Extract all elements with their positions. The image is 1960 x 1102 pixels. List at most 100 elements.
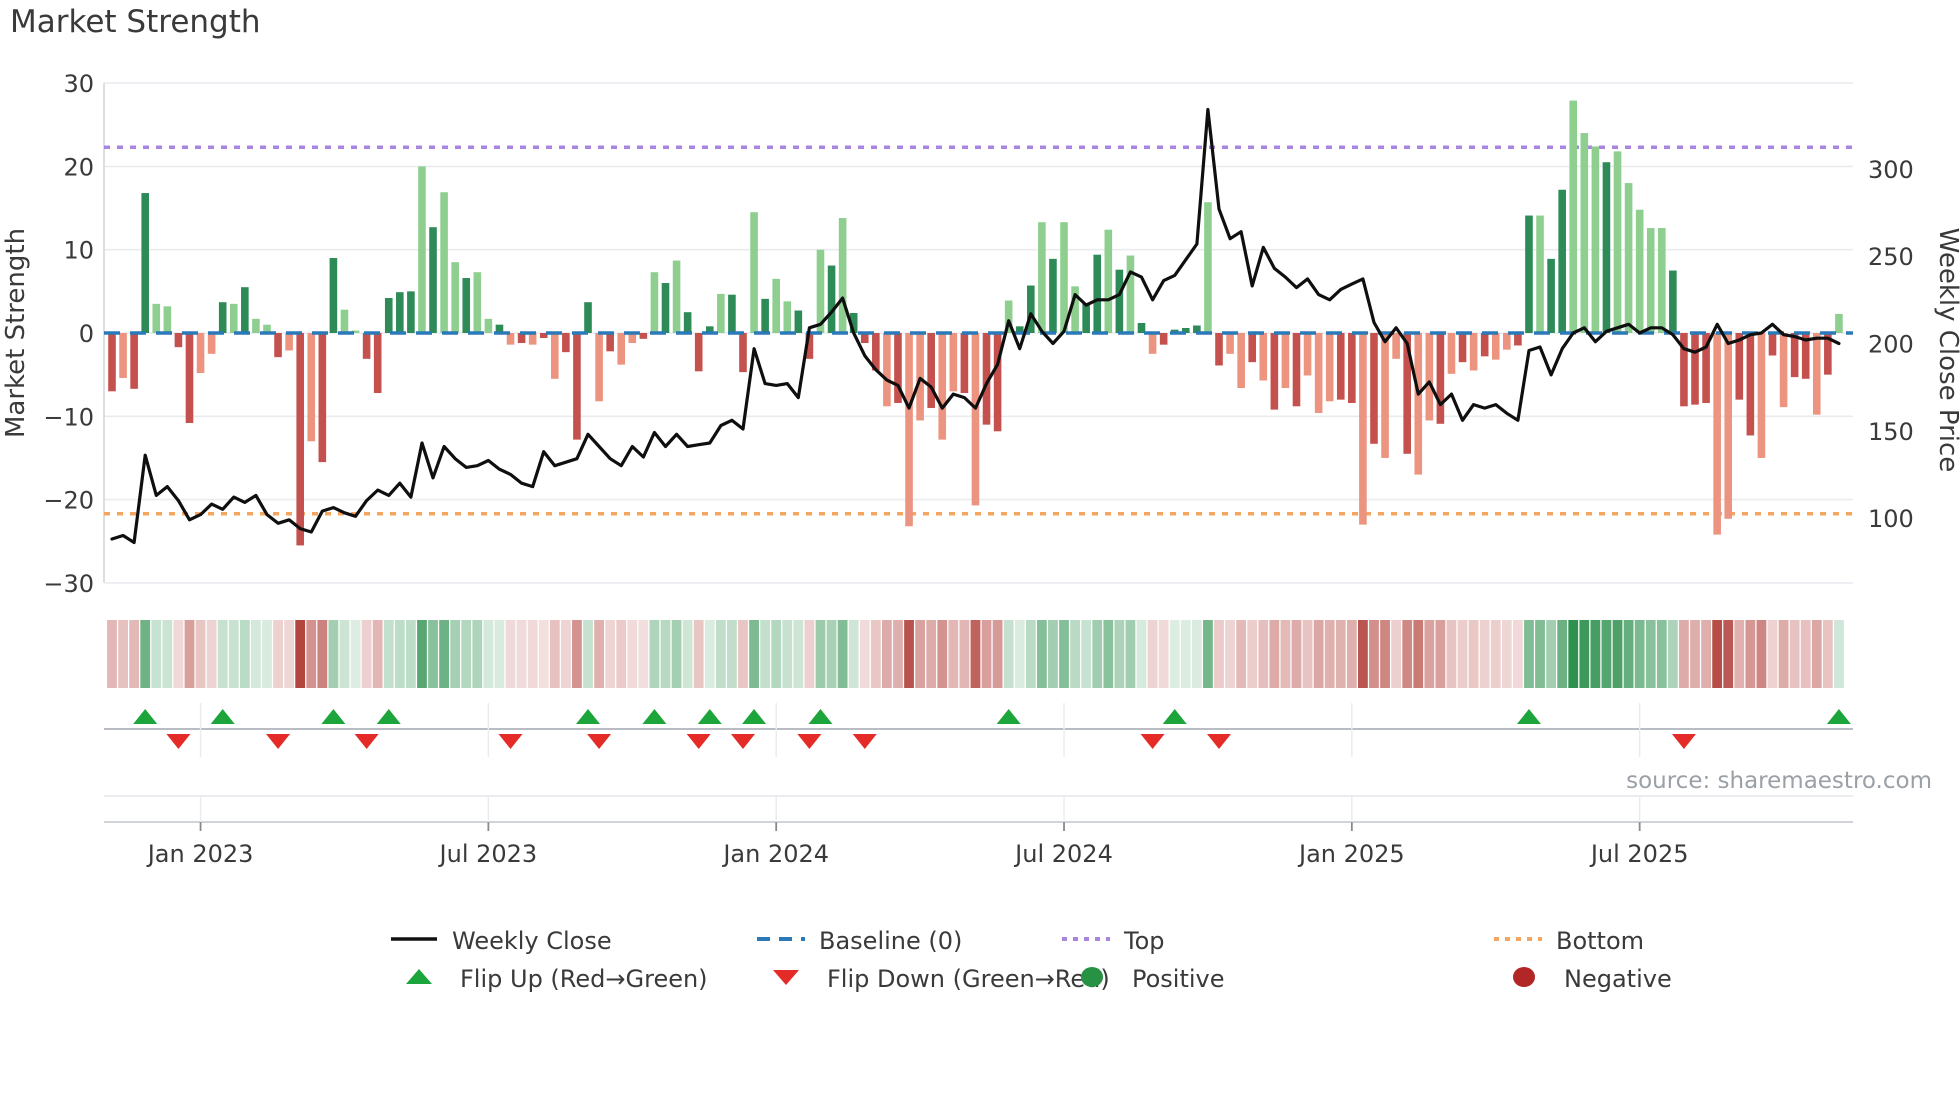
heatmap-cell (893, 620, 903, 688)
heatmap-cell (417, 620, 427, 688)
heatmap-cell (217, 620, 228, 688)
bar (340, 309, 349, 333)
legend-label: Flip Up (Red→Green) (460, 965, 708, 993)
bar (905, 333, 913, 527)
bar (484, 318, 493, 333)
heatmap-cell (1479, 620, 1490, 688)
bar (429, 227, 437, 333)
line-swatch-icon (388, 924, 440, 958)
heatmap-cell (1269, 620, 1280, 688)
legend-item-top: Top (1060, 926, 1165, 956)
heatmap-cell (704, 620, 715, 688)
bar (1137, 323, 1146, 333)
bar (495, 324, 504, 333)
heatmap-cell (306, 620, 317, 688)
heatmap-cell (1490, 620, 1501, 688)
bar (1359, 333, 1367, 525)
bar (1093, 254, 1102, 333)
heatmap-cell (1811, 620, 1822, 688)
bar (628, 333, 637, 343)
heatmap-cell (1690, 620, 1700, 688)
heatmap-cell (1557, 620, 1568, 688)
bar (927, 333, 935, 408)
heatmap-cell (1512, 620, 1523, 688)
bar (1646, 228, 1655, 333)
left-axis-title: Market Strength (1, 228, 31, 438)
flip-down-marker (1140, 734, 1165, 749)
heatmap-cell (1125, 620, 1136, 688)
heatmap-cell (1302, 620, 1313, 688)
bar (1801, 333, 1810, 379)
heatmap-cell (405, 620, 416, 688)
flip-down-marker (498, 734, 523, 749)
bar (351, 330, 360, 333)
x-tick-label: Jan 2023 (146, 840, 254, 868)
heatmap-cell (793, 620, 804, 688)
heatmap-cell (1679, 620, 1689, 688)
bar (473, 272, 482, 333)
legend-label: Negative (1564, 965, 1672, 993)
heatmap-cell (206, 620, 217, 688)
bar (1702, 333, 1710, 403)
bar (1270, 333, 1279, 410)
heatmap-cell (317, 620, 328, 688)
heatmap-cell (870, 620, 881, 688)
bar (1436, 333, 1445, 424)
bar (384, 298, 393, 333)
left-axis-tick: −20 (43, 487, 94, 515)
bar (661, 283, 670, 333)
bar (960, 333, 969, 393)
bar (1082, 303, 1090, 333)
bar (1635, 209, 1644, 333)
heatmap-cell (439, 620, 449, 688)
heatmap-cell (273, 620, 283, 688)
bar (860, 333, 869, 343)
bar (1004, 300, 1013, 333)
bar (1824, 333, 1832, 375)
legend-label: Flip Down (Green→Red) (827, 965, 1110, 993)
right-axis-tick: 100 (1868, 505, 1914, 533)
heatmap-cell (1369, 620, 1379, 688)
legend-item-positive: Positive (1068, 964, 1225, 994)
heatmap-cell (1800, 620, 1811, 688)
heatmap-cell (339, 620, 350, 688)
bar (1724, 333, 1733, 519)
heatmap-cell (1468, 620, 1479, 688)
heatmap-cell (1114, 620, 1125, 688)
heatmap-cell (140, 620, 151, 688)
bar (1126, 255, 1135, 333)
left-axis-tick: −30 (43, 570, 94, 598)
bar (418, 166, 426, 333)
weekly-close-line (110, 107, 1841, 545)
heatmap-cell (915, 620, 926, 688)
heatmap-cell (616, 620, 627, 688)
bar (1812, 333, 1821, 415)
bar (949, 333, 958, 392)
heatmap-cell (782, 620, 793, 688)
heatmap-cell (771, 620, 782, 688)
bar (1325, 333, 1334, 402)
bar (1746, 333, 1755, 436)
heatmap-cell (383, 620, 394, 688)
heatmap-cell (682, 620, 693, 688)
bar (1425, 333, 1434, 421)
heatmap-cell (1634, 620, 1645, 688)
bar (1148, 333, 1157, 354)
heatmap-cell (671, 620, 682, 688)
bar (130, 333, 138, 389)
bar (894, 333, 902, 403)
heatmap-cell (538, 620, 549, 688)
flip-down-marker (354, 734, 379, 749)
bar (462, 278, 471, 333)
heatmap-cell (1745, 620, 1756, 688)
bar (1015, 326, 1024, 333)
left-axis-tick: 20 (63, 153, 94, 181)
bar (174, 333, 183, 348)
bar (1204, 202, 1212, 333)
bar (285, 333, 293, 351)
bar (1458, 333, 1467, 363)
heatmap-cell (1180, 620, 1191, 688)
bar (982, 333, 991, 425)
heatmap-cell (1645, 620, 1656, 688)
